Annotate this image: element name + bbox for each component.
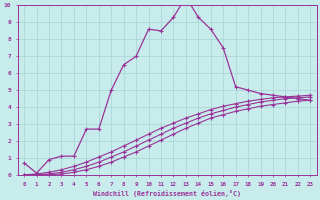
X-axis label: Windchill (Refroidissement éolien,°C): Windchill (Refroidissement éolien,°C) <box>93 190 241 197</box>
